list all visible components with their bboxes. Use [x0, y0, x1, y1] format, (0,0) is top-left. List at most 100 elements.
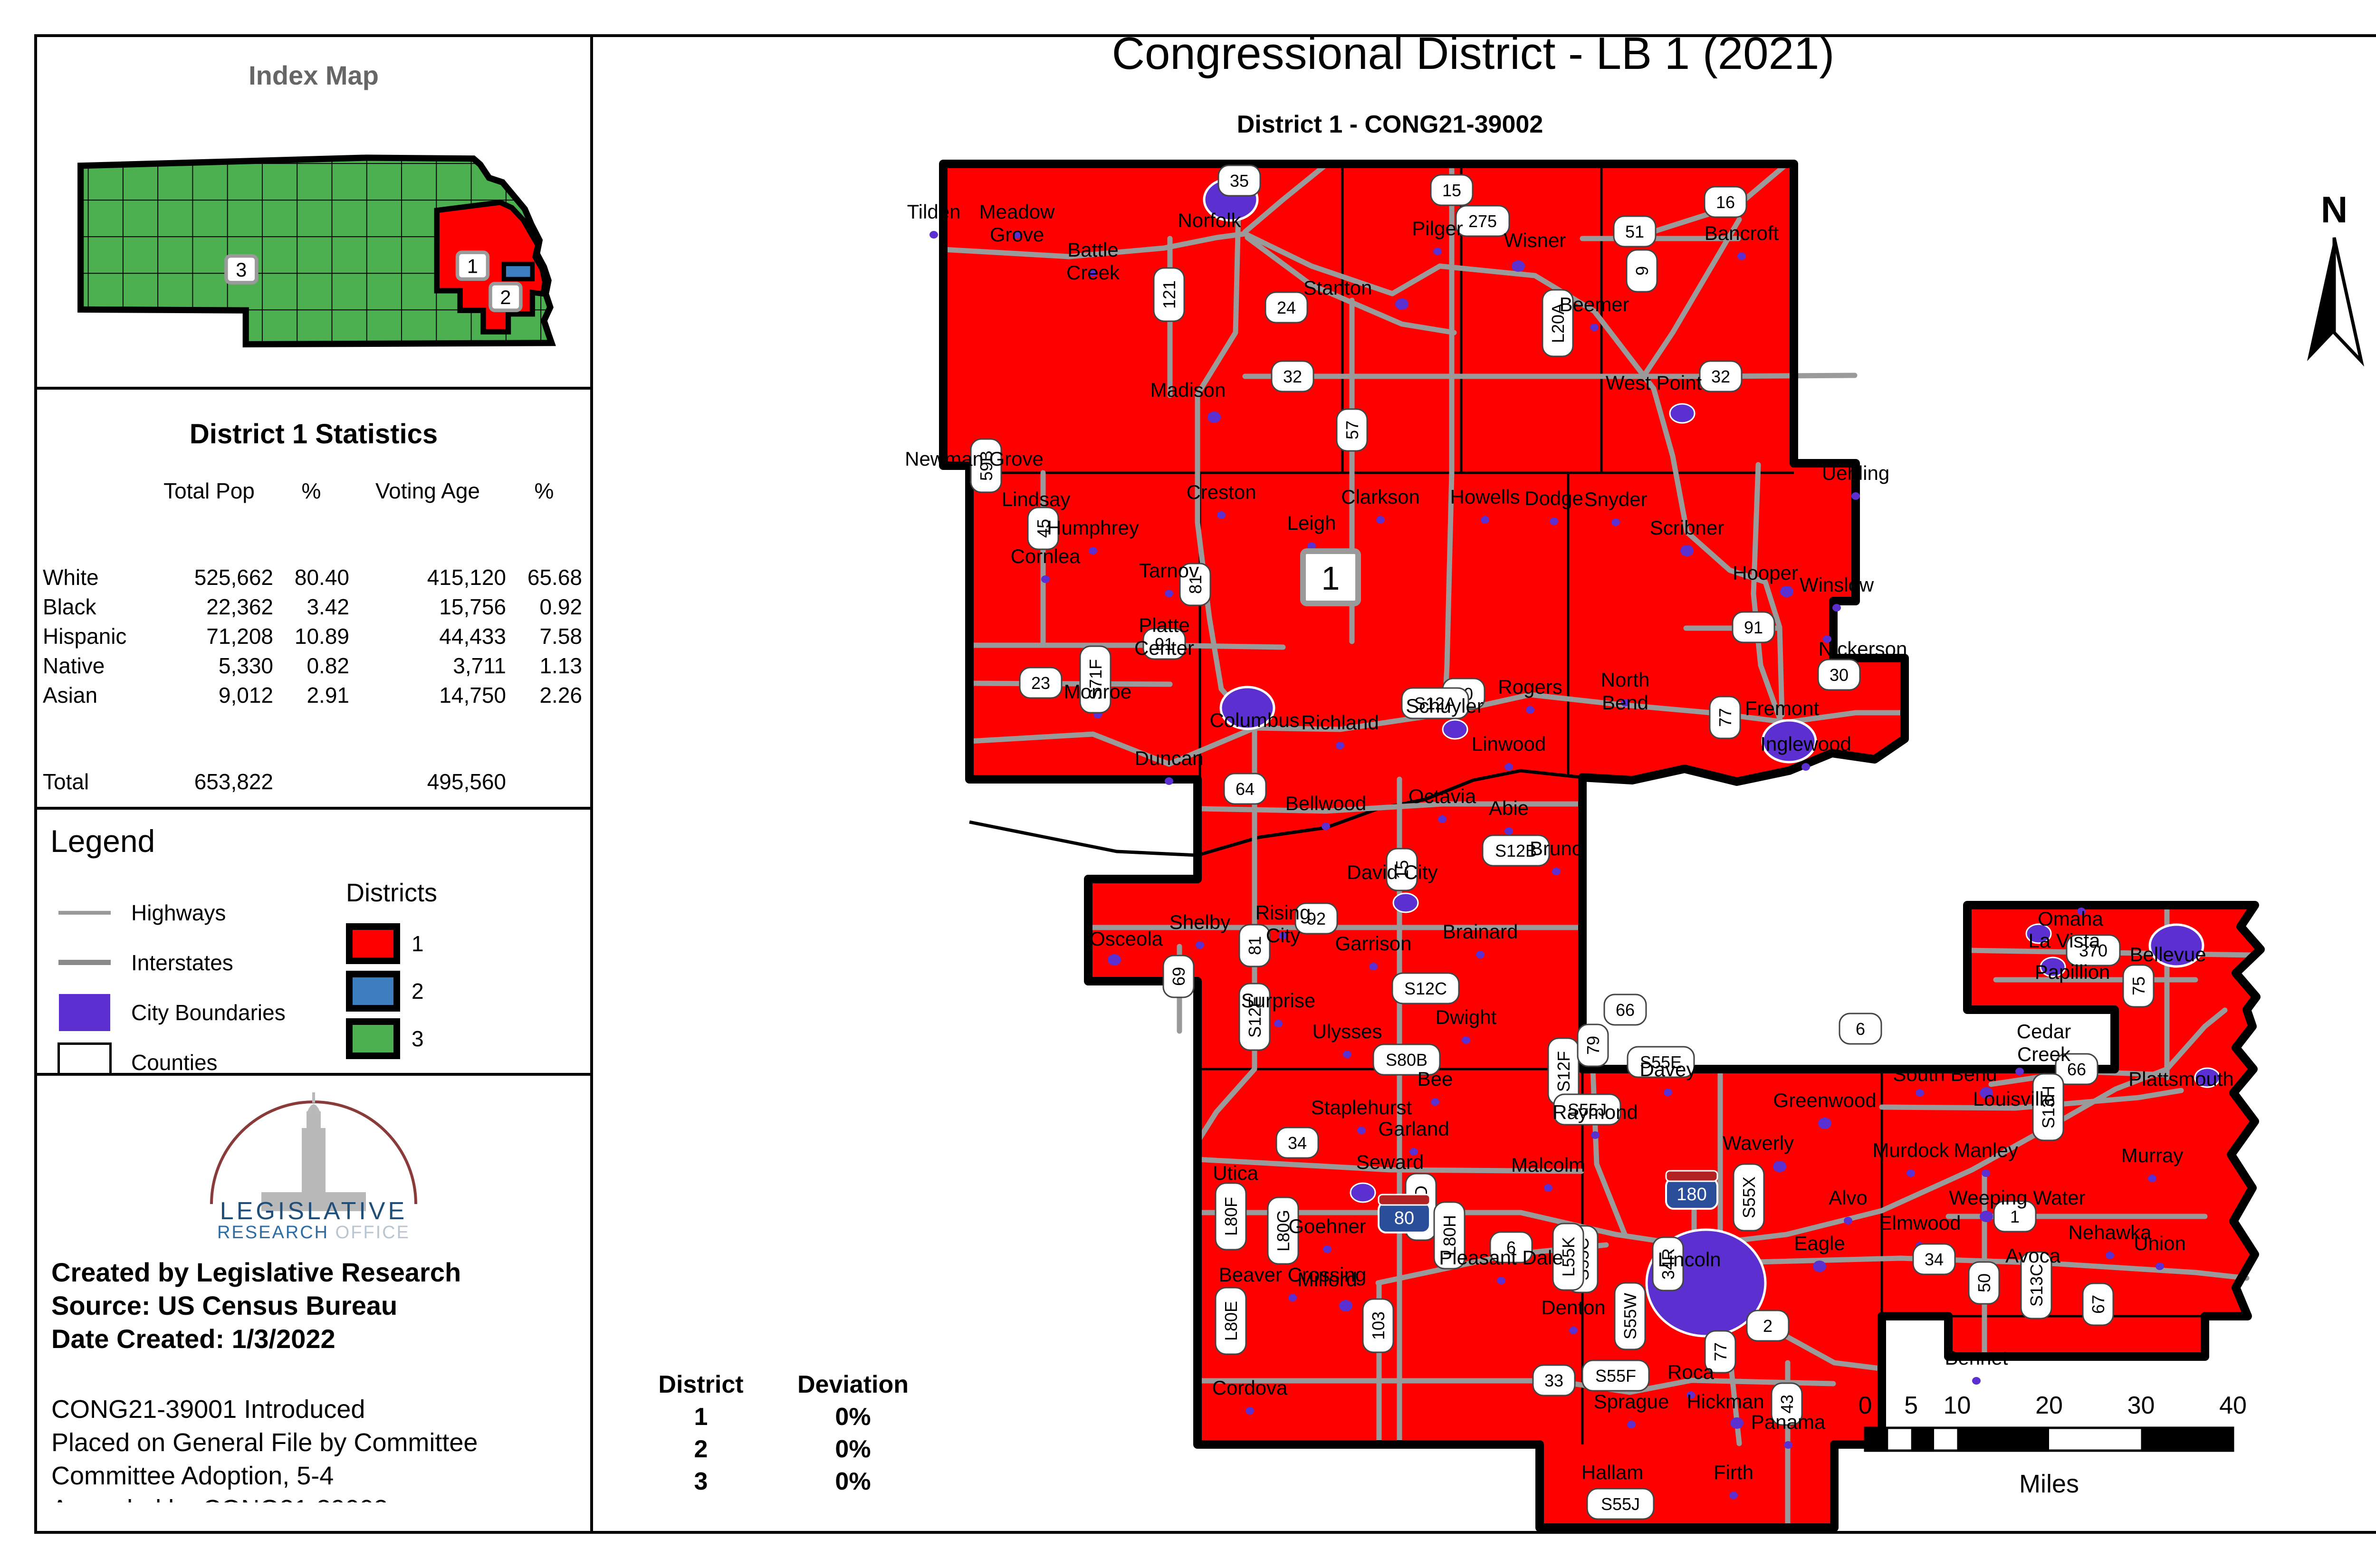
highway-shield-S55J: S55J [1586, 1488, 1655, 1520]
svg-text:45: 45 [1034, 519, 1053, 538]
city-area [1462, 1036, 1470, 1044]
city-label: Schuyler [1406, 695, 1483, 717]
svg-text:S55E: S55E [1640, 1052, 1682, 1072]
highway-shield-L80F: L80F [1215, 1182, 1247, 1251]
legend-item-interstates: Interstates [56, 937, 346, 987]
svg-text:L80G: L80G [1274, 1210, 1293, 1252]
deviation-header: Deviation [797, 1371, 909, 1398]
deviation-table: District Deviation 1 0% 2 0% 3 0% [627, 1368, 931, 1498]
city-label: Tarnov [1139, 559, 1199, 582]
svg-text:15: 15 [1442, 181, 1461, 200]
city-area [1512, 260, 1525, 272]
city-label: Uehling [1822, 462, 1889, 484]
city-area [1108, 954, 1121, 966]
city-area [1916, 1089, 1924, 1097]
city-label: North [1601, 669, 1650, 691]
city-label: Avoca [2005, 1244, 2061, 1267]
city-area [1980, 1087, 1993, 1099]
city-area [1438, 815, 1447, 823]
map-title: Congressional District - LB 1 (2021) [1111, 28, 1835, 79]
legend-item-city-boundaries: City Boundaries [56, 987, 346, 1037]
city-area [1784, 1441, 1792, 1449]
city-area [1476, 951, 1485, 958]
city-area [1376, 516, 1385, 524]
city-label: Bend [1602, 691, 1648, 714]
city-label: Eagle [1794, 1232, 1845, 1254]
city-label: Lindsay [1002, 488, 1071, 510]
city-label: Papillion [2035, 961, 2110, 983]
legend-label: Highways [131, 900, 226, 925]
index-marker-3: 3 [224, 254, 259, 285]
district-swatch-3: 3 [346, 1015, 437, 1062]
highway-shield-45: 45 [1027, 507, 1059, 550]
city-label: Richland [1301, 711, 1379, 734]
city-label: Hallam [1581, 1461, 1644, 1483]
city-area [1433, 248, 1442, 255]
city-label: Manley [1954, 1139, 2018, 1161]
svg-text:L55K: L55K [1559, 1237, 1578, 1277]
city-label: Winslow [1800, 574, 1874, 596]
city-label: La Vista [2029, 929, 2101, 952]
city-area [1219, 686, 1275, 730]
stats-total-voting-age: 495,560 [427, 769, 506, 794]
stats-va-pct: 2.26 [539, 683, 582, 708]
highway-shield-9: 9 [1626, 249, 1658, 293]
highway-shield-S55F: S55F [1581, 1359, 1650, 1392]
city-area [1823, 635, 1831, 643]
svg-text:75: 75 [2129, 976, 2148, 995]
city-area [2106, 1252, 2114, 1259]
svg-text:79: 79 [1583, 1036, 1603, 1055]
deviation-row: 1 0% [694, 1403, 871, 1431]
city-area [1339, 1300, 1352, 1311]
city-label: Clarkson [1341, 486, 1420, 508]
city-label: Lincoln [1657, 1248, 1721, 1271]
highway-shield-34: 34 [1912, 1243, 1956, 1275]
stats-row-label: Native [43, 653, 105, 678]
highway-shield-S13C: S13C [2020, 1251, 2052, 1319]
stats-total-pop: 525,662 [194, 565, 273, 590]
city-area [2025, 923, 2052, 944]
city-label: Bee [1418, 1068, 1453, 1090]
svg-text:77: 77 [1711, 1342, 1730, 1361]
highway-shield-L20A: L20A [1542, 289, 1574, 357]
highway-shield-77: 77 [1704, 1330, 1736, 1374]
svg-text:S55J: S55J [1601, 1494, 1640, 1514]
city-area [1041, 575, 1050, 583]
highway-shield-91: 91 [1142, 628, 1186, 660]
highway-shield-66: 66 [1603, 994, 1647, 1026]
highway-shield-33: 33 [1532, 1364, 1576, 1396]
city-label: Milford [1297, 1268, 1357, 1291]
city-area [2156, 1262, 2164, 1270]
legend-panel: Legend Highways Interstates City Boundarie… [37, 810, 590, 1076]
city-labels: Tilden MeadowGroveNorfolkBattleCreekPilge… [905, 201, 2234, 1483]
highway-shield-L80H: L80H [1433, 1201, 1466, 1270]
district-swatch-label: 2 [412, 979, 424, 1004]
district-swatch-1: 1 [346, 920, 437, 967]
city-area [1813, 1261, 1826, 1272]
highway-shield-91: 91 [1732, 611, 1775, 643]
city-area [1442, 719, 1468, 740]
highway-shield-59B: 59B [970, 438, 1002, 493]
city-area [1569, 1327, 1578, 1334]
legend-item-counties: Counties [56, 1037, 346, 1075]
stats-pct: 10.89 [294, 624, 349, 649]
highway-shield-6: 6 [1489, 1231, 1533, 1263]
highway-shield-43: 43 [1771, 1382, 1803, 1426]
city-area [1196, 941, 1204, 949]
city-area [1357, 1127, 1366, 1134]
city-label: Firth [1714, 1461, 1753, 1483]
city-label: Bellwood [1285, 792, 1366, 814]
city-label: Creston [1186, 481, 1256, 503]
city-label: Nickerson [1819, 638, 1907, 660]
highway-shield-92: 92 [1294, 902, 1338, 935]
stats-pct: 3.42 [307, 594, 349, 619]
city-label: City [1266, 924, 1300, 947]
svg-text:81: 81 [1186, 575, 1205, 594]
svg-text:180: 180 [1677, 1185, 1706, 1205]
highway-shield-64: 64 [1223, 773, 1267, 805]
city-label: Leigh [1287, 512, 1336, 534]
legend-label: Counties [131, 1050, 218, 1075]
svg-text:32: 32 [1711, 367, 1730, 386]
statistics-total-row: Total 653,822 495,560 [37, 767, 590, 796]
stats-col-header: % [534, 478, 554, 503]
